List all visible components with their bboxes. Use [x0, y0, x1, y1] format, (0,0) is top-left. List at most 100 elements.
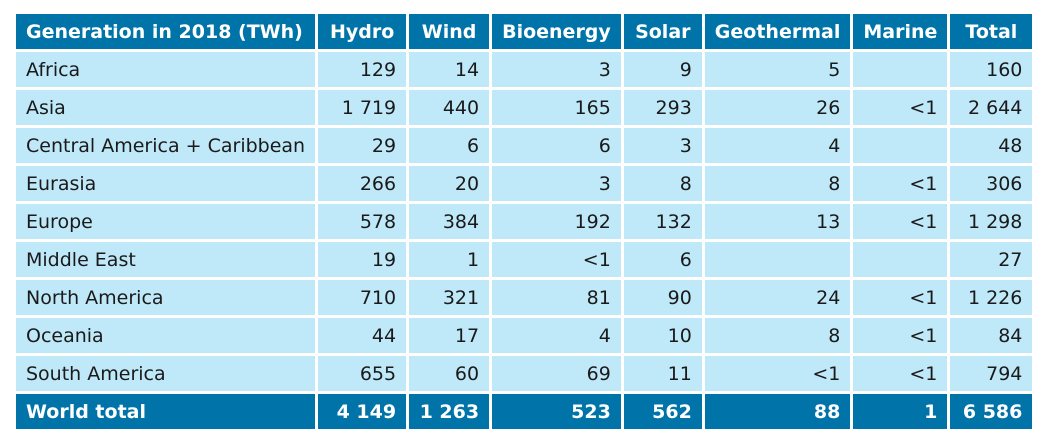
row-label: North America: [16, 280, 316, 315]
cell-total: 2 644: [950, 90, 1033, 125]
cell-bioenergy: 165: [492, 90, 621, 125]
total-hydro: 4 149: [318, 394, 407, 429]
cell-wind: 321: [409, 280, 490, 315]
table-row: Asia 1 719 440 165 293 26 <1 2 644: [16, 90, 1033, 125]
cell-total: 27: [950, 242, 1033, 277]
header-bioenergy: Bioenergy: [492, 14, 621, 49]
cell-solar: 11: [623, 356, 702, 391]
cell-geothermal: 4: [704, 128, 851, 163]
cell-hydro: 129: [318, 52, 407, 87]
cell-solar: 3: [623, 128, 702, 163]
cell-total: 306: [950, 166, 1033, 201]
row-label: South America: [16, 356, 316, 391]
cell-solar: 8: [623, 166, 702, 201]
generation-table-container: Generation in 2018 (TWh) Hydro Wind Bioe…: [13, 11, 1035, 432]
cell-bioenergy: 6: [492, 128, 621, 163]
cell-hydro: 44: [318, 318, 407, 353]
cell-marine: <1: [853, 166, 948, 201]
cell-marine: [853, 242, 948, 277]
total-marine: 1: [853, 394, 948, 429]
table-row: North America 710 321 81 90 24 <1 1 226: [16, 280, 1033, 315]
cell-geothermal: 8: [704, 166, 851, 201]
header-solar: Solar: [623, 14, 702, 49]
header-wind: Wind: [409, 14, 490, 49]
header-geothermal: Geothermal: [704, 14, 851, 49]
cell-wind: 6: [409, 128, 490, 163]
table-row: Oceania 44 17 4 10 8 <1 84: [16, 318, 1033, 353]
table-row: Eurasia 266 20 3 8 8 <1 306: [16, 166, 1033, 201]
cell-total: 160: [950, 52, 1033, 87]
total-wind: 1 263: [409, 394, 490, 429]
world-total-row: World total 4 149 1 263 523 562 88 1 6 5…: [16, 394, 1033, 429]
cell-geothermal: 5: [704, 52, 851, 87]
cell-marine: <1: [853, 356, 948, 391]
cell-total: 48: [950, 128, 1033, 163]
cell-hydro: 29: [318, 128, 407, 163]
table-row: Europe 578 384 192 132 13 <1 1 298: [16, 204, 1033, 239]
cell-hydro: 266: [318, 166, 407, 201]
cell-solar: 10: [623, 318, 702, 353]
cell-solar: 90: [623, 280, 702, 315]
header-row: Generation in 2018 (TWh) Hydro Wind Bioe…: [16, 14, 1033, 49]
cell-solar: 6: [623, 242, 702, 277]
cell-total: 1 226: [950, 280, 1033, 315]
cell-bioenergy: 3: [492, 166, 621, 201]
row-label: Europe: [16, 204, 316, 239]
cell-wind: 60: [409, 356, 490, 391]
cell-marine: <1: [853, 90, 948, 125]
cell-hydro: 578: [318, 204, 407, 239]
row-label: Africa: [16, 52, 316, 87]
cell-geothermal: <1: [704, 356, 851, 391]
cell-geothermal: 13: [704, 204, 851, 239]
table-row: Middle East 19 1 <1 6 27: [16, 242, 1033, 277]
cell-solar: 132: [623, 204, 702, 239]
cell-wind: 384: [409, 204, 490, 239]
total-total: 6 586: [950, 394, 1033, 429]
cell-marine: [853, 128, 948, 163]
cell-solar: 293: [623, 90, 702, 125]
header-hydro: Hydro: [318, 14, 407, 49]
cell-geothermal: 8: [704, 318, 851, 353]
total-geothermal: 88: [704, 394, 851, 429]
cell-geothermal: [704, 242, 851, 277]
cell-solar: 9: [623, 52, 702, 87]
cell-bioenergy: 81: [492, 280, 621, 315]
cell-total: 84: [950, 318, 1033, 353]
cell-geothermal: 24: [704, 280, 851, 315]
cell-bioenergy: 3: [492, 52, 621, 87]
cell-hydro: 655: [318, 356, 407, 391]
header-marine: Marine: [853, 14, 948, 49]
cell-wind: 440: [409, 90, 490, 125]
cell-bioenergy: 4: [492, 318, 621, 353]
table-row: Central America + Caribbean 29 6 6 3 4 4…: [16, 128, 1033, 163]
cell-total: 794: [950, 356, 1033, 391]
cell-marine: <1: [853, 318, 948, 353]
cell-wind: 17: [409, 318, 490, 353]
cell-marine: <1: [853, 204, 948, 239]
cell-geothermal: 26: [704, 90, 851, 125]
row-label: Central America + Caribbean: [16, 128, 316, 163]
row-label: Middle East: [16, 242, 316, 277]
cell-wind: 14: [409, 52, 490, 87]
generation-table: Generation in 2018 (TWh) Hydro Wind Bioe…: [13, 11, 1035, 432]
cell-wind: 1: [409, 242, 490, 277]
cell-marine: <1: [853, 280, 948, 315]
table-row: South America 655 60 69 11 <1 <1 794: [16, 356, 1033, 391]
cell-bioenergy: 69: [492, 356, 621, 391]
cell-marine: [853, 52, 948, 87]
cell-bioenergy: 192: [492, 204, 621, 239]
total-bioenergy: 523: [492, 394, 621, 429]
header-region: Generation in 2018 (TWh): [16, 14, 316, 49]
cell-hydro: 710: [318, 280, 407, 315]
cell-hydro: 19: [318, 242, 407, 277]
row-label: Oceania: [16, 318, 316, 353]
cell-bioenergy: <1: [492, 242, 621, 277]
cell-wind: 20: [409, 166, 490, 201]
cell-hydro: 1 719: [318, 90, 407, 125]
world-total-label: World total: [16, 394, 316, 429]
total-solar: 562: [623, 394, 702, 429]
cell-total: 1 298: [950, 204, 1033, 239]
header-total: Total: [950, 14, 1033, 49]
table-row: Africa 129 14 3 9 5 160: [16, 52, 1033, 87]
row-label: Eurasia: [16, 166, 316, 201]
